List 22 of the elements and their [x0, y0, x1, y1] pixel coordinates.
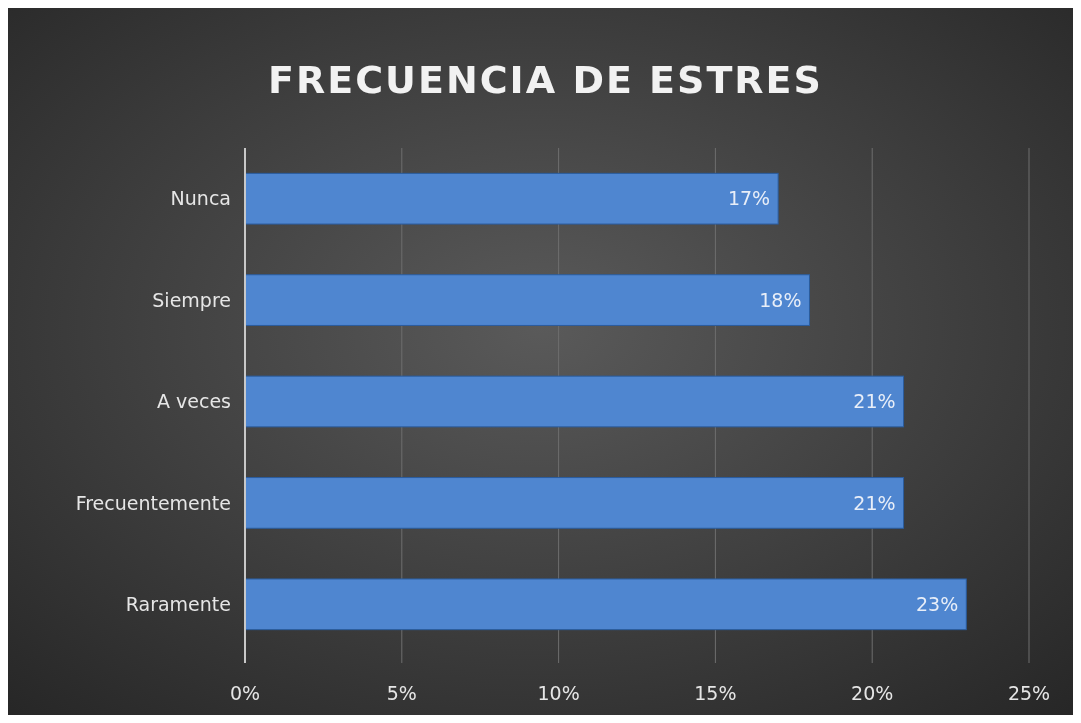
bar: [244, 274, 810, 326]
y-tick-label: Nunca: [170, 187, 231, 210]
bar: [244, 477, 905, 529]
x-tick-label: 25%: [1007, 682, 1051, 704]
data-label: 23%: [916, 592, 959, 615]
y-tick-label: Siempre: [152, 288, 231, 311]
y-tick-label: Frecuentemente: [75, 491, 231, 514]
chart-title: FRECUENCIA DE ESTRES: [268, 58, 823, 102]
x-tick-label: 15%: [694, 682, 737, 704]
x-tick-label: 20%: [851, 682, 894, 704]
y-tick-label: A veces: [156, 390, 231, 413]
bar: [244, 375, 905, 428]
x-tick-label: 0%: [229, 682, 261, 704]
bar: [244, 172, 779, 225]
data-label: 21%: [853, 491, 896, 514]
x-tick-label: 10%: [537, 682, 580, 704]
data-label: 21%: [853, 390, 896, 413]
data-label: 18%: [759, 288, 802, 311]
y-tick-label: Raramente: [125, 592, 231, 615]
x-tick-label: 5%: [386, 682, 417, 704]
data-label: 17%: [727, 187, 771, 210]
bar: [244, 578, 967, 631]
